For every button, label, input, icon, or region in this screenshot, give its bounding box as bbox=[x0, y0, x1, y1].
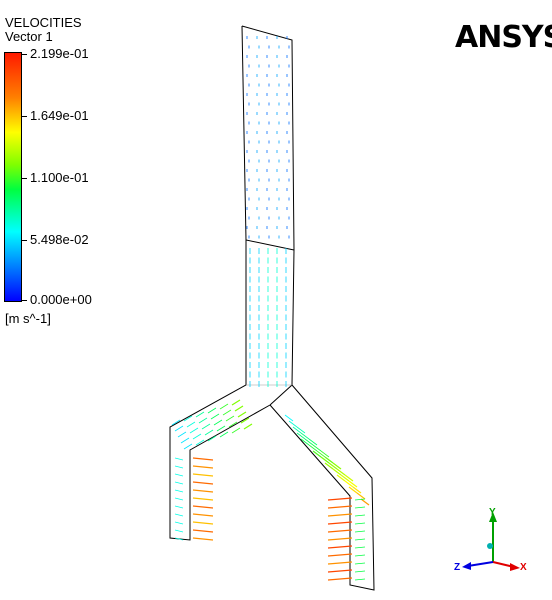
legend-tick-label: 1.100e-01 bbox=[30, 170, 89, 185]
legend-colorbar bbox=[4, 52, 22, 302]
legend-tick-mark bbox=[22, 300, 27, 301]
legend-tick-label: 0.000e+00 bbox=[30, 292, 92, 307]
legend-tick-label: 1.649e-01 bbox=[30, 108, 89, 123]
y-axis-label: Y bbox=[489, 507, 496, 518]
legend-unit: [m s^-1] bbox=[5, 311, 51, 326]
y-axis-arrow-icon bbox=[489, 512, 497, 522]
axis-triad: Y X Z bbox=[454, 507, 527, 573]
velocity-vectors bbox=[171, 36, 370, 581]
legend-tick-label: 5.498e-02 bbox=[30, 232, 89, 247]
legend-tick-mark bbox=[22, 240, 27, 241]
legend-tick-label: 2.199e-01 bbox=[30, 46, 89, 61]
x-axis-label: X bbox=[520, 562, 527, 573]
z-axis-arrow-icon bbox=[462, 562, 471, 570]
pipe-geometry-outline bbox=[169, 25, 375, 591]
legend-title: VELOCITIES bbox=[5, 15, 82, 30]
x-axis-arrow-icon bbox=[510, 563, 520, 571]
ansys-logo: ANSYS bbox=[455, 20, 552, 55]
rotation-center-icon bbox=[487, 543, 493, 549]
legend-tick-mark bbox=[22, 116, 27, 117]
legend-tick-mark bbox=[22, 178, 27, 179]
legend-subtitle: Vector 1 bbox=[5, 29, 53, 44]
legend-tick-mark bbox=[22, 54, 27, 55]
z-axis-label: Z bbox=[454, 562, 460, 573]
z-axis-line bbox=[467, 561, 494, 567]
